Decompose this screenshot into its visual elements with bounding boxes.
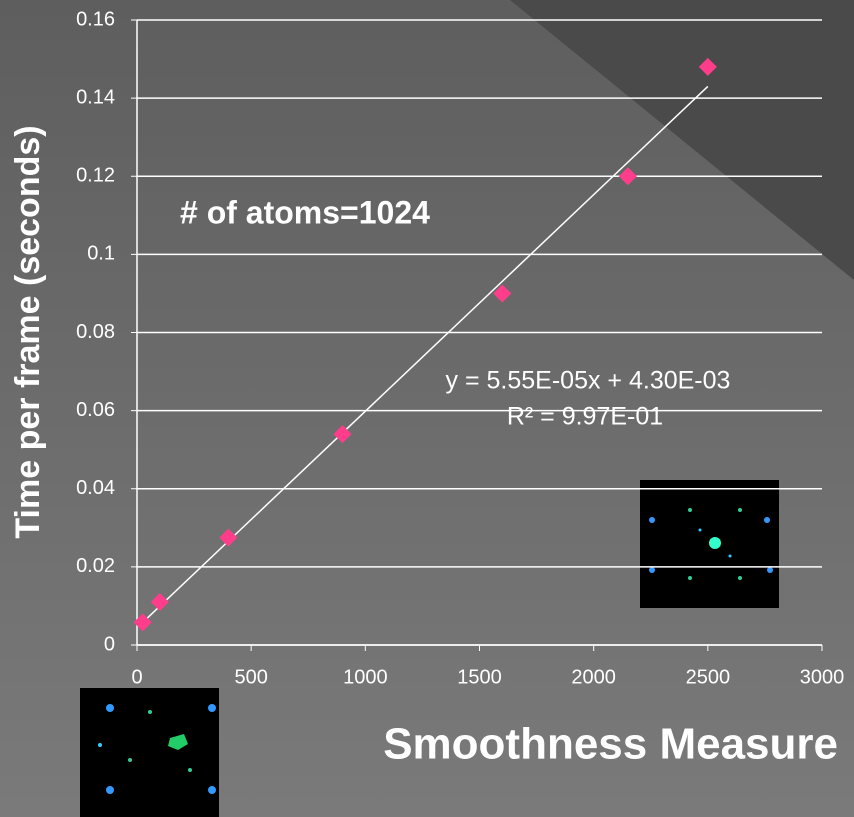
- y-tick-label: 0: [104, 633, 115, 655]
- y-tick-label: 0.1: [87, 243, 115, 265]
- x-tick-label: 500: [234, 666, 267, 688]
- chart: Time per frame (seconds) Smoothness Meas…: [0, 0, 854, 817]
- annotation: y = 5.55E-05x + 4.30E-03: [446, 367, 731, 395]
- y-tick-label: 0.08: [76, 321, 115, 343]
- x-tick-label: 3000: [800, 666, 845, 688]
- y-tick-label: 0.06: [76, 399, 115, 421]
- x-tick-label: 1000: [343, 666, 388, 688]
- page: {"chart_data": {"type": "scatter", "x_la…: [0, 0, 854, 817]
- thumbnail: [80, 688, 219, 817]
- y-tick-label: 0.02: [76, 555, 115, 577]
- x-tick-label: 0: [131, 666, 142, 688]
- x-tick-label: 2000: [571, 666, 616, 688]
- y-tick-label: 0.12: [76, 165, 115, 187]
- y-tick-label: 0.16: [76, 8, 115, 30]
- thumbnail: [640, 480, 779, 608]
- annotation: # of atoms=1024: [180, 194, 430, 230]
- y-axis-label: Time per frame (seconds): [9, 125, 47, 538]
- y-tick-label: 0.04: [76, 477, 115, 499]
- x-axis-label: Smoothness Measure: [383, 720, 838, 769]
- y-tick-label: 0.14: [76, 86, 115, 108]
- annotation: R² = 9.97E-01: [507, 403, 663, 431]
- x-tick-label: 1500: [457, 666, 502, 688]
- x-tick-label: 2500: [686, 666, 731, 688]
